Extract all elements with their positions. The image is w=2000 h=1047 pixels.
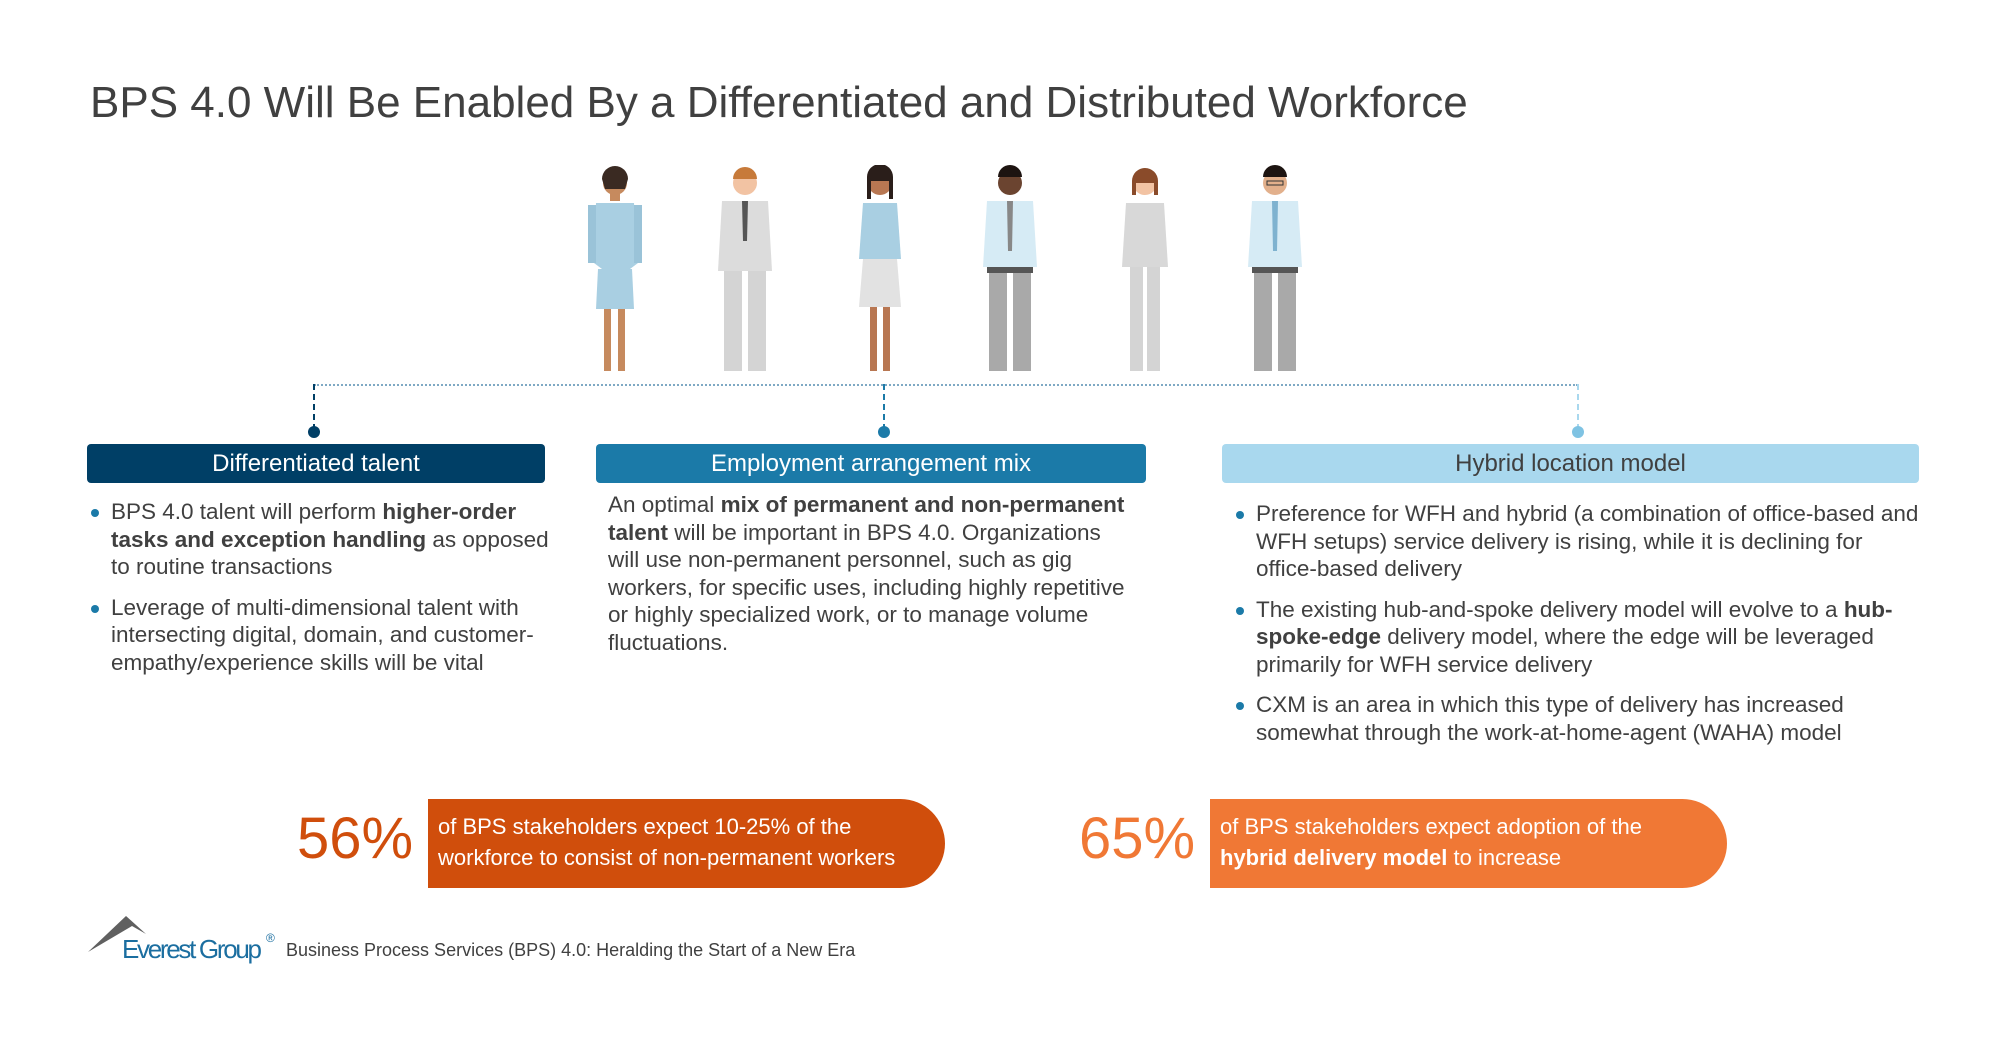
stat-callout: of BPS stakeholders expect 10-25% of the… xyxy=(428,799,945,888)
stat-value: 56% xyxy=(297,806,414,871)
connector-dot xyxy=(308,426,320,438)
bullet-item: Preference for WFH and hybrid (a combina… xyxy=(1232,500,1922,583)
woman-skirt-icon xyxy=(859,165,901,371)
bullet-item: BPS 4.0 talent will perform higher-order… xyxy=(87,498,557,581)
stat-callout: of BPS stakeholders expect adoption of t… xyxy=(1210,799,1727,888)
bullet-item: CXM is an area in which this type of del… xyxy=(1232,691,1922,746)
footer-source: Business Process Services (BPS) 4.0: Her… xyxy=(286,940,856,960)
svg-text:®: ® xyxy=(266,931,275,945)
stat-value: 65% xyxy=(1079,806,1196,871)
connector-line xyxy=(314,384,1578,386)
man-tie-icon xyxy=(983,165,1037,371)
page-title: BPS 4.0 Will Be Enabled By a Differentia… xyxy=(90,78,1468,127)
differentiated-talent-content: BPS 4.0 talent will perform higher-order… xyxy=(87,498,557,689)
man-grey-suit-icon xyxy=(718,167,772,371)
connector-dot xyxy=(878,426,890,438)
header-differentiated-talent: Differentiated talent xyxy=(87,444,545,483)
bullet-item: Leverage of multi-dimensional talent wit… xyxy=(87,594,557,677)
paragraph: An optimal mix of permanent and non-perm… xyxy=(608,492,1125,655)
woman-blue-suit-icon xyxy=(588,166,642,371)
connector-dot xyxy=(1572,426,1584,438)
connector-drop xyxy=(313,384,315,430)
workforce-illustration xyxy=(570,165,1330,377)
header-employment-arrangement: Employment arrangement mix xyxy=(596,444,1146,483)
svg-text:Everest Group: Everest Group xyxy=(122,934,262,964)
connector-drop xyxy=(1577,384,1579,430)
woman-grey-suit-icon xyxy=(1122,168,1168,371)
man-glasses-icon xyxy=(1248,165,1302,371)
header-hybrid-location: Hybrid location model xyxy=(1222,444,1919,483)
everest-group-logo: Everest Group ® xyxy=(88,916,275,964)
connector-drop xyxy=(883,384,885,430)
bullet-item: The existing hub-and-spoke delivery mode… xyxy=(1232,596,1922,679)
employment-arrangement-content: An optimal mix of permanent and non-perm… xyxy=(608,491,1128,656)
hybrid-location-content: Preference for WFH and hybrid (a combina… xyxy=(1232,500,1922,759)
